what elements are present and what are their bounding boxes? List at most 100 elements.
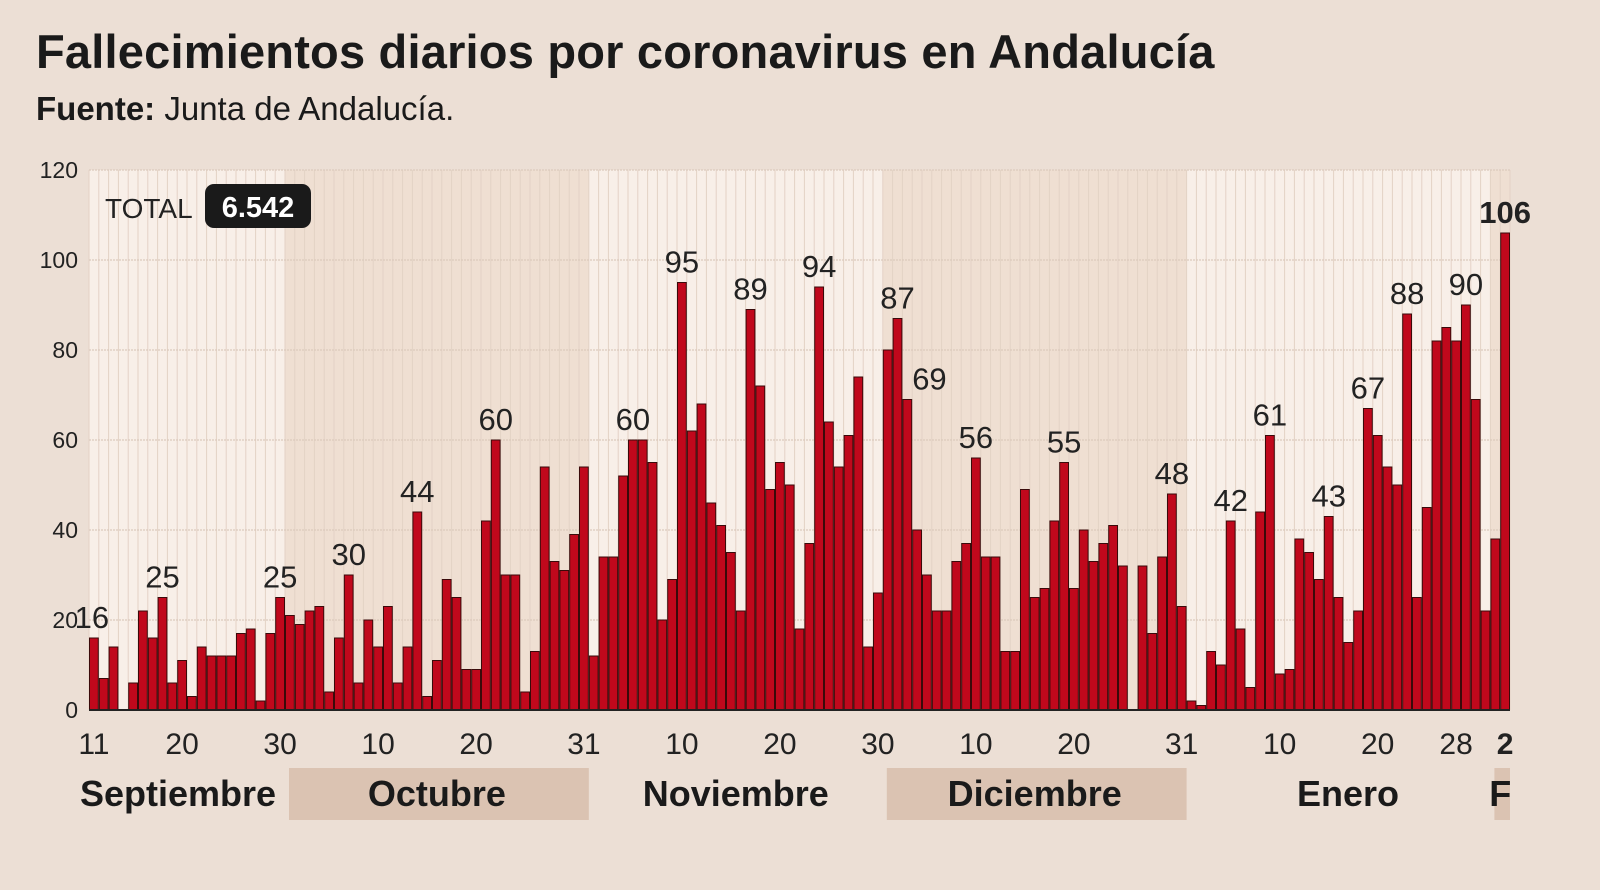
bar [1343, 642, 1354, 711]
x-tick-label: 20 [1361, 728, 1394, 761]
bar [236, 633, 246, 711]
month-label: Noviembre [643, 773, 829, 814]
bar [1431, 340, 1442, 711]
bar [814, 286, 825, 711]
bar [1059, 462, 1069, 711]
bar [343, 574, 354, 711]
bar [471, 669, 482, 711]
bar-value-label: 106 [1479, 195, 1531, 230]
bar [735, 610, 746, 711]
bar [304, 610, 315, 711]
bar [628, 439, 638, 711]
bar [961, 543, 972, 711]
bar [912, 529, 923, 711]
bar-value-label: 30 [331, 537, 365, 572]
bar [1314, 579, 1324, 711]
y-tick-label: 0 [65, 697, 78, 723]
x-tick-label: 10 [361, 728, 394, 761]
bar [196, 646, 207, 711]
bar-value-label: 90 [1449, 267, 1483, 302]
bar [1010, 651, 1021, 711]
bar [481, 520, 491, 711]
bar [334, 637, 344, 711]
bar [637, 439, 648, 711]
bar [843, 435, 854, 711]
bar [402, 646, 413, 711]
x-tick-label: 10 [665, 728, 698, 761]
y-tick-label: 120 [40, 157, 78, 183]
bar [618, 475, 629, 711]
bar-value-label: 25 [145, 560, 179, 595]
chart-source: Fuente: Junta de Andalucía. [36, 90, 454, 128]
bar [226, 655, 236, 711]
bar [1500, 232, 1510, 711]
bar [677, 282, 687, 711]
x-tick-label: 20 [1057, 728, 1090, 761]
bar [490, 439, 501, 711]
bar [1176, 606, 1187, 711]
bar [1392, 484, 1403, 711]
bar [520, 691, 531, 711]
bar [510, 574, 521, 711]
bar [412, 511, 423, 711]
bar [1372, 435, 1383, 711]
bar [1157, 556, 1167, 711]
source-value: Junta de Andalucía. [164, 90, 455, 127]
bar-value-label: 88 [1390, 276, 1424, 311]
x-tick-label: 20 [763, 728, 796, 761]
bar [255, 700, 266, 711]
bar [1147, 633, 1158, 711]
bar [775, 462, 785, 711]
bar [716, 525, 727, 711]
bar [726, 552, 736, 711]
bar [706, 502, 717, 711]
month-label-band [1494, 768, 1510, 820]
bar [324, 691, 335, 711]
bar-value-label: 55 [1047, 425, 1081, 460]
x-tick-label: 2 [1497, 728, 1514, 761]
bar [422, 696, 433, 711]
bar [157, 597, 168, 711]
bar [833, 466, 844, 711]
bar [931, 610, 942, 711]
bar [383, 606, 393, 711]
bar [216, 655, 227, 711]
bar [245, 628, 256, 711]
month-label: F [1489, 773, 1511, 814]
bar [441, 579, 452, 711]
x-tick-label: 30 [263, 728, 296, 761]
bar [569, 534, 580, 711]
bar [1020, 489, 1030, 711]
bar [608, 556, 619, 711]
bar [579, 466, 589, 711]
bar [1108, 525, 1118, 711]
bar [804, 543, 815, 711]
bar [971, 457, 981, 711]
bar [1382, 466, 1393, 711]
bar [892, 318, 903, 711]
bar [1088, 561, 1099, 711]
bar-value-label: 48 [1155, 456, 1189, 491]
bar [853, 376, 864, 711]
y-tick-label: 40 [52, 517, 78, 543]
bar [147, 637, 158, 711]
bar [1421, 507, 1432, 711]
bar [1167, 493, 1177, 711]
bar [177, 660, 187, 711]
bar [941, 610, 952, 711]
y-tick-label: 60 [52, 427, 78, 453]
bar [902, 399, 913, 711]
bar [745, 309, 756, 711]
bar [530, 651, 540, 711]
bar [1333, 597, 1344, 711]
bar [980, 556, 991, 711]
bar [588, 655, 599, 711]
bar [647, 462, 658, 711]
bar-value-label: 16 [75, 600, 109, 635]
total-badge [205, 184, 311, 228]
bar [882, 349, 893, 711]
y-tick-label: 80 [52, 337, 78, 363]
bar-value-label: 56 [959, 420, 993, 455]
bar [500, 574, 511, 711]
